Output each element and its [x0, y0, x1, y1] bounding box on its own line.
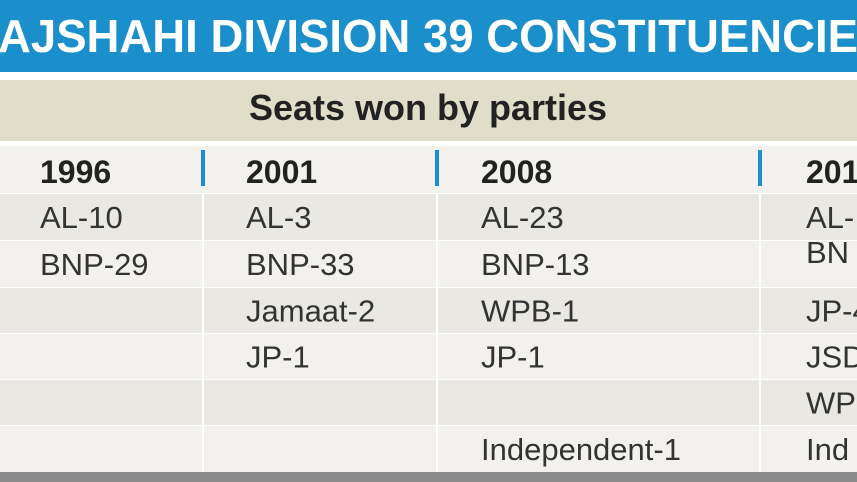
cell: BNP-33	[246, 247, 355, 282]
row-bg	[0, 380, 857, 425]
row-bg	[0, 334, 857, 379]
row-bg	[0, 426, 857, 472]
cell: AL-10	[40, 200, 123, 235]
row-bg	[0, 146, 857, 193]
year-header: 1996	[40, 154, 111, 190]
subtitle: Seats won by parties	[249, 87, 607, 128]
cell: AL-	[806, 200, 854, 235]
cell: JP-4	[806, 294, 857, 329]
row-bg	[0, 194, 857, 240]
title-bar	[0, 0, 857, 72]
cell: JP-1	[246, 340, 310, 375]
cell: WPB-1	[481, 294, 579, 329]
cell: Independent-1	[481, 432, 681, 467]
cell: AL-3	[246, 200, 311, 235]
title: AJSHAHI DIVISION 39 CONSTITUENCIE	[0, 10, 857, 62]
cell: WP	[806, 386, 856, 421]
footer-bar	[0, 472, 857, 482]
year-header: 2008	[481, 154, 552, 190]
cell: JSD	[806, 340, 857, 375]
table: 1996 AL-10 BNP-29 2001 AL-3 BNP-33 Jamaat-2 JP-…	[0, 146, 857, 472]
cell: Jamaat-2	[246, 294, 375, 329]
row-bg	[0, 241, 857, 287]
subtitle-band	[0, 80, 857, 141]
cell: BNP-29	[40, 247, 149, 282]
cell: JP-1	[481, 340, 545, 375]
cell: AL-23	[481, 200, 564, 235]
cell: Ind	[806, 432, 849, 467]
cell: BN	[806, 235, 849, 270]
cell: BNP-13	[481, 247, 590, 282]
row-bg	[0, 288, 857, 333]
year-header: 201	[806, 154, 857, 190]
year-header: 2001	[246, 154, 317, 190]
